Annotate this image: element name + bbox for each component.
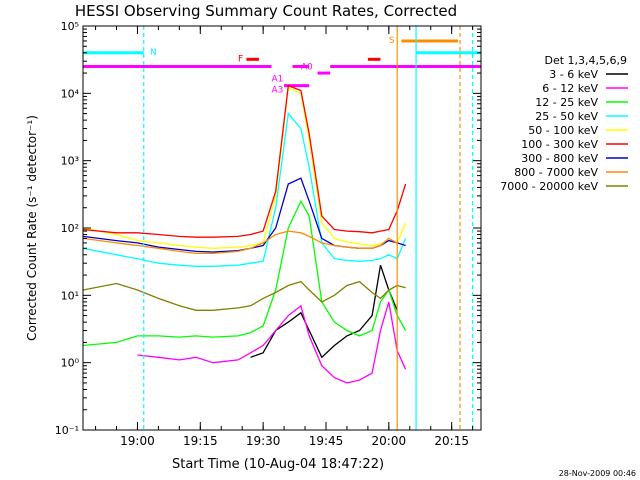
x-tick-label: 20:00 <box>372 434 407 448</box>
y-axis-label: Corrected Count Rate (s⁻¹ detector⁻¹) <box>25 115 39 341</box>
legend-entry-label: 300 - 800 keV <box>521 152 598 165</box>
x-axis-label: Start Time (10-Aug-04 18:47:22) <box>172 457 384 472</box>
flag-label: A0 <box>301 63 313 73</box>
x-tick-label: 20:15 <box>434 434 469 448</box>
x-tick-label: 19:30 <box>246 434 281 448</box>
legend-title: Det 1,3,4,5,6,9 <box>544 54 627 67</box>
x-tick-label: 19:00 <box>120 434 155 448</box>
legend-entry-label: 50 - 100 keV <box>528 124 598 137</box>
flag-label: N <box>150 48 157 58</box>
legend-entry-label: 800 - 7000 keV <box>514 166 598 179</box>
legend-entry-label: 3 - 6 keV <box>549 68 598 81</box>
flag-label: A1 <box>272 75 284 85</box>
legend-entry-label: 12 - 25 keV <box>535 96 598 109</box>
y-tick-label: 10¹ <box>61 289 79 302</box>
y-tick-label: 10³ <box>61 155 79 168</box>
vertical-marker-lines <box>143 26 474 430</box>
y-axis: 10⁻¹ 10⁰ 10¹ 10² 10³ 10⁴ 10⁵ <box>55 20 481 437</box>
series-layer <box>82 86 481 384</box>
y-tick-label: 10² <box>61 222 79 235</box>
series-line-8 <box>82 280 406 311</box>
y-tick-label: 10⁵ <box>61 20 79 33</box>
chart-title: HESSI Observing Summary Count Rates, Cor… <box>75 2 457 20</box>
x-tick-label: 19:15 <box>183 434 218 448</box>
y-tick-label: 10⁰ <box>61 357 80 370</box>
series-line-7 <box>82 230 398 255</box>
legend-entry-label: 7000 - 20000 keV <box>500 180 598 193</box>
series-line-1 <box>137 301 407 384</box>
y-tick-label: 10⁴ <box>61 87 80 100</box>
flag-label: A3 <box>272 86 284 96</box>
x-axis: 19:00 19:15 19:30 19:45 20:00 20:15 <box>95 26 474 448</box>
legend-entry-label: 25 - 50 keV <box>535 110 598 123</box>
flag-label: S <box>389 36 395 46</box>
footer-date: 28-Nov-2009 00:46 <box>559 469 636 478</box>
flag-label: F <box>238 54 243 64</box>
x-tick-label: 19:45 <box>309 434 344 448</box>
legend-entry-label: 6 - 12 keV <box>542 82 598 95</box>
series-line-0 <box>250 264 398 359</box>
y-tick-label: 10⁻¹ <box>55 424 79 437</box>
legend-entry-label: 100 - 300 keV <box>521 138 598 151</box>
